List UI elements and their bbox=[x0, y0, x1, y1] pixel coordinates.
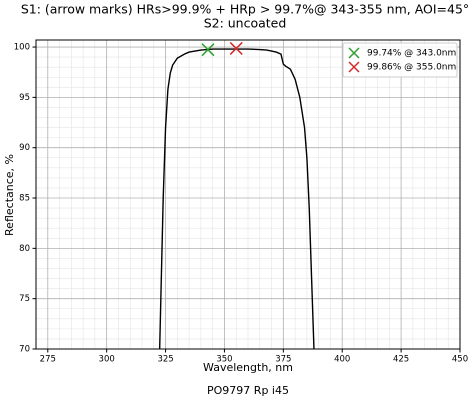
legend-label: 99.74% @ 343.0nm bbox=[367, 49, 456, 59]
y-axis-label: Reflectance, % bbox=[3, 154, 16, 236]
x-marker bbox=[348, 61, 360, 73]
x-marker bbox=[229, 41, 243, 55]
footer: PO9797 Rp i45 bbox=[207, 384, 289, 397]
x-axis-label: Wavelength, nm bbox=[203, 361, 293, 374]
y-tick-label: 100 bbox=[14, 43, 30, 53]
data-line bbox=[158, 48, 315, 350]
x-marker-stroke bbox=[348, 47, 360, 59]
y-tick-label: 90 bbox=[19, 143, 30, 153]
x-marker-stroke bbox=[201, 43, 215, 57]
chart-title: S1: (arrow marks) HRs>99.9% + HRp > 99.7… bbox=[21, 2, 469, 17]
x-tick-label: 275 bbox=[40, 355, 56, 365]
x-tick-label: 300 bbox=[99, 355, 115, 365]
x-tick-label: 325 bbox=[157, 355, 173, 365]
y-tick-label: 95 bbox=[19, 93, 30, 103]
x-tick-label: 375 bbox=[275, 355, 291, 365]
x-marker bbox=[348, 47, 360, 59]
x-tick-label: 425 bbox=[393, 355, 409, 365]
legend-box bbox=[342, 42, 458, 78]
plot-frame bbox=[35, 39, 461, 350]
x-tick-label: 400 bbox=[334, 355, 350, 365]
y-tick-label: 70 bbox=[19, 345, 30, 355]
y-tick-label: 80 bbox=[19, 244, 30, 254]
legend-label: 99.86% @ 355.0nm bbox=[367, 63, 456, 73]
x-marker bbox=[201, 43, 215, 57]
x-marker-stroke bbox=[229, 41, 243, 55]
chart-subtitle: S2: uncoated bbox=[204, 16, 287, 31]
x-marker-stroke bbox=[348, 61, 360, 73]
y-tick-label: 85 bbox=[19, 194, 30, 204]
x-tick-label: 450 bbox=[452, 355, 468, 365]
x-tick-label: 350 bbox=[216, 355, 232, 365]
y-tick-label: 75 bbox=[19, 294, 30, 304]
